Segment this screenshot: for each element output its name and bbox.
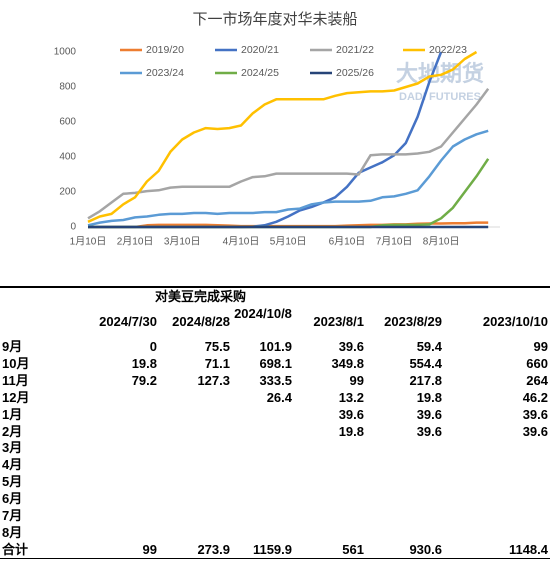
table-value: 46.2 bbox=[522, 389, 548, 405]
table-value: 561 bbox=[342, 541, 364, 557]
table-value: 26.4 bbox=[266, 389, 292, 405]
legend-label: 2021/22 bbox=[336, 44, 374, 56]
x-tick-label: 6月10日 bbox=[329, 236, 366, 248]
column-header: 2024/7/30 bbox=[99, 314, 157, 329]
table-value: 660 bbox=[526, 355, 548, 371]
column-header: 2024/10/8 bbox=[234, 306, 292, 321]
table-value: 39.6 bbox=[522, 423, 548, 439]
row-label: 10月 bbox=[2, 355, 30, 371]
column-header: 2024/8/28 bbox=[172, 314, 230, 329]
watermark-en: DADI FUTURES bbox=[399, 91, 481, 103]
row-label: 3月 bbox=[2, 440, 23, 456]
chart-title: 下一市场年度对华未装船 bbox=[192, 11, 357, 28]
table-value: 264 bbox=[526, 372, 548, 388]
x-tick-label: 8月10日 bbox=[423, 236, 460, 248]
x-tick-label: 3月10日 bbox=[164, 236, 201, 248]
legend-label: 2019/20 bbox=[146, 44, 184, 56]
row-label: 6月 bbox=[2, 491, 23, 507]
table-value: 99 bbox=[349, 372, 364, 388]
table-value: 217.8 bbox=[409, 372, 442, 388]
x-tick-label: 1月10日 bbox=[70, 236, 107, 248]
legend-label: 2022/23 bbox=[429, 44, 467, 56]
table-value: 39.6 bbox=[416, 406, 442, 422]
row-label: 2月 bbox=[2, 423, 23, 439]
table-value: 39.6 bbox=[522, 406, 548, 422]
table-value: 59.4 bbox=[416, 339, 442, 354]
table-value: 349.8 bbox=[331, 355, 364, 371]
row-label: 合计 bbox=[2, 541, 29, 557]
table-value: 698.1 bbox=[259, 355, 292, 371]
series-line bbox=[87, 50, 478, 223]
chart: 下一市场年度对华未装船 大地期货 DADI FUTURES 0 200 400 600… bbox=[54, 11, 500, 248]
y-tick-label: 800 bbox=[59, 82, 76, 93]
watermark: 大地期货 bbox=[396, 61, 484, 86]
legend-label: 2020/21 bbox=[241, 44, 279, 56]
legend-label: 2025/26 bbox=[336, 67, 374, 79]
table-value: 1148.4 bbox=[508, 541, 548, 557]
x-tick-label: 2月10日 bbox=[117, 236, 154, 248]
table-rule bbox=[0, 286, 550, 288]
column-header: 2023/8/29 bbox=[384, 314, 442, 329]
table-value: 101.9 bbox=[259, 339, 292, 354]
row-label: 5月 bbox=[2, 474, 23, 490]
y-tick-label: 1000 bbox=[54, 47, 77, 58]
column-header: 2023/8/1 bbox=[313, 314, 364, 329]
table-value: 99 bbox=[142, 541, 157, 557]
row-label: 11月 bbox=[2, 372, 29, 388]
x-tick-label: 7月10日 bbox=[376, 236, 413, 248]
table-value: 13.2 bbox=[338, 389, 364, 405]
x-tick-label: 5月10日 bbox=[270, 236, 307, 248]
row-label: 8月 bbox=[2, 524, 23, 540]
row-label: 7月 bbox=[2, 508, 23, 523]
table-title: 对美豆完成采购 bbox=[155, 289, 247, 304]
series-line bbox=[87, 88, 490, 220]
column-header: 2023/10/10 bbox=[482, 314, 548, 329]
table-value: 19.8 bbox=[416, 389, 442, 405]
table-value: 71.1 bbox=[204, 355, 230, 371]
row-label: 1月 bbox=[2, 406, 23, 422]
table-value: 1159.9 bbox=[252, 541, 292, 557]
y-tick-label: 400 bbox=[59, 152, 76, 163]
table-value: 930.6 bbox=[409, 541, 442, 557]
table-value: 39.6 bbox=[338, 339, 364, 354]
table-rule bbox=[0, 558, 550, 559]
legend-label: 2023/24 bbox=[146, 67, 184, 79]
series-line bbox=[87, 129, 489, 227]
row-label: 12月 bbox=[2, 389, 30, 405]
y-tick-label: 0 bbox=[70, 222, 76, 233]
table-value: 39.6 bbox=[338, 406, 364, 422]
legend-label: 2024/25 bbox=[241, 67, 279, 79]
table-value: 19.8 bbox=[131, 355, 157, 371]
table-value: 75.5 bbox=[204, 339, 230, 354]
table-value: 79.2 bbox=[131, 372, 157, 388]
x-tick-label: 4月10日 bbox=[223, 236, 260, 248]
table-value: 0 bbox=[149, 339, 157, 354]
table-value: 39.6 bbox=[416, 423, 442, 439]
row-label: 4月 bbox=[2, 457, 23, 473]
table-value: 333.5 bbox=[259, 372, 292, 388]
table-value: 554.4 bbox=[409, 355, 442, 371]
row-label: 9月 bbox=[2, 339, 23, 354]
y-tick-label: 600 bbox=[59, 117, 76, 128]
y-tick-label: 200 bbox=[59, 187, 76, 198]
table-value: 273.9 bbox=[197, 541, 230, 557]
table-value: 127.3 bbox=[197, 372, 230, 388]
table-value: 99 bbox=[533, 339, 548, 354]
table-value: 19.8 bbox=[338, 423, 364, 439]
